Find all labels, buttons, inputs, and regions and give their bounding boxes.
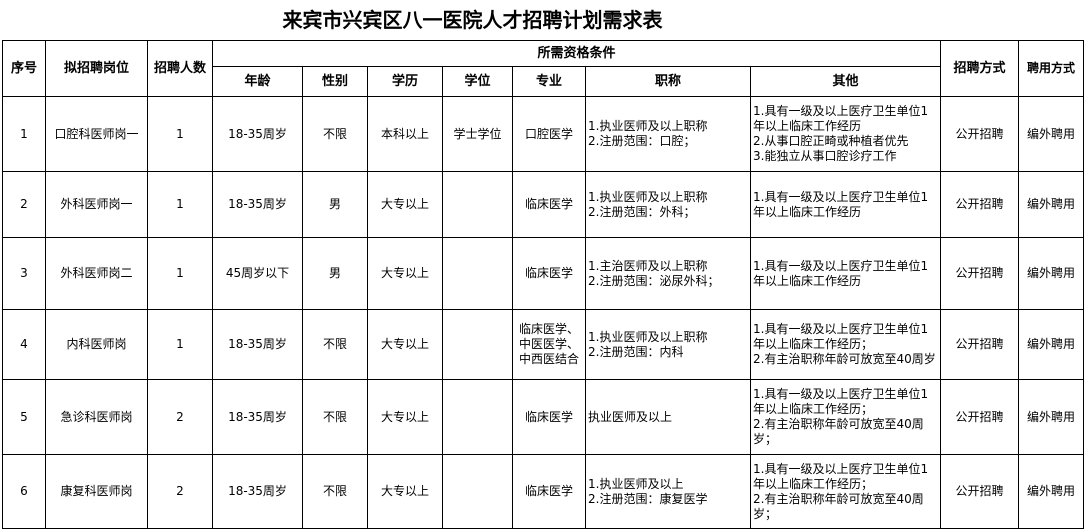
header-other: 其他 (750, 66, 941, 97)
cell-method: 公开招聘 (940, 379, 1019, 455)
cell-age: 18-35周岁 (212, 379, 303, 455)
cell-no: 6 (2, 454, 46, 529)
cell-count: 1 (147, 237, 213, 310)
cell-major: 临床医学 (512, 171, 586, 238)
cell-education: 大专以上 (367, 171, 443, 238)
cell-major: 临床医学 (512, 379, 586, 455)
cell-position: 内科医师岗 (45, 309, 148, 380)
cell-no: 1 (2, 96, 46, 172)
header-method: 招聘方式 (940, 40, 1019, 97)
cell-position: 康复科医师岗 (45, 454, 148, 529)
cell-method: 公开招聘 (940, 309, 1019, 380)
cell-title: 1.执业医师及以上职称 2.注册范围：外科； (585, 171, 751, 238)
cell-degree (442, 454, 513, 529)
table-row: 5 急诊科医师岗 2 18-35周岁 不限 大专以上 临床医学 执业医师及以上 1.具有一级及以… (2, 379, 1084, 455)
cell-no: 2 (2, 171, 46, 238)
header-title: 职称 (585, 66, 751, 97)
cell-no: 4 (2, 309, 46, 380)
cell-other: 1.具有一级及以上医疗卫生单位1年以上临床工作经历 2.从事口腔正畸或种植者优先… (750, 96, 941, 172)
cell-position: 急诊科医师岗 (45, 379, 148, 455)
cell-education: 本科以上 (367, 96, 443, 172)
cell-employment: 编外聘用 (1018, 237, 1084, 310)
header-employment: 聘用方式 (1018, 40, 1084, 97)
cell-gender: 男 (302, 171, 368, 238)
table-row: 6 康复科医师岗 2 18-35周岁 不限 大专以上 临床医学 1.执业医师及以上 2.注册范… (2, 454, 1084, 529)
cell-major: 口腔医学 (512, 96, 586, 172)
cell-count: 2 (147, 454, 213, 529)
cell-age: 18-35周岁 (212, 454, 303, 529)
cell-age: 18-35周岁 (212, 96, 303, 172)
header-major: 专业 (512, 66, 586, 97)
cell-employment: 编外聘用 (1018, 454, 1084, 529)
page-title: 来宾市兴宾区八一医院人才招聘计划需求表 (282, 8, 663, 32)
table-row: 1 口腔科医师岗一 1 18-35周岁 不限 本科以上 学士学位 口腔医学 1.执业医师及以上职… (2, 96, 1084, 172)
cell-other: 1.具有一级及以上医疗卫生单位1年以上临床工作经历 (750, 237, 941, 310)
header-count: 招聘人数 (147, 40, 213, 97)
cell-count: 1 (147, 96, 213, 172)
table-row: 2 外科医师岗一 1 18-35周岁男大专以上 临床医学 1.执业医师及以上职称 2.注册… (2, 171, 1084, 238)
cell-employment: 编外聘用 (1018, 379, 1084, 455)
cell-position: 口腔科医师岗一 (45, 96, 148, 172)
header-qualifications: 所需资格条件 (212, 40, 941, 67)
cell-title: 1.执业医师及以上职称 2.注册范围：内科 (585, 309, 751, 380)
cell-degree (442, 379, 513, 455)
cell-education: 大专以上 (367, 454, 443, 529)
cell-other: 1.具有一级及以上医疗卫生单位1年以上临床工作经历； 2.有主治职称年龄可放宽至… (750, 379, 941, 455)
cell-degree: 学士学位 (442, 96, 513, 172)
cell-major: 临床医学、中医医学、中西医结合 (512, 309, 586, 380)
header-degree: 学位 (442, 66, 513, 97)
cell-no: 3 (2, 237, 46, 310)
cell-method: 公开招聘 (940, 96, 1019, 172)
cell-position: 外科医师岗二 (45, 237, 148, 310)
cell-gender: 不限 (302, 379, 368, 455)
header-age: 年龄 (212, 66, 303, 97)
cell-other: 1.具有一级及以上医疗卫生单位1年以上临床工作经历； 2.有主治职称年龄可放宽至… (750, 454, 941, 529)
cell-major: 临床医学 (512, 237, 586, 310)
cell-other: 1.具有一级及以上医疗卫生单位1年以上临床工作经历； 2.有主治职称年龄可放宽至… (750, 309, 941, 380)
cell-title: 1.主治医师及以上职称 2.注册范围：泌尿外科； (585, 237, 751, 310)
header-gender: 性别 (302, 66, 368, 97)
cell-employment: 编外聘用 (1018, 171, 1084, 238)
header-no: 序号 (2, 40, 46, 97)
cell-count: 1 (147, 309, 213, 380)
cell-no: 5 (2, 379, 46, 455)
cell-method: 公开招聘 (940, 237, 1019, 310)
cell-education: 大专以上 (367, 309, 443, 380)
cell-title: 1.执业医师及以上 2.注册范围：康复医学 (585, 454, 751, 529)
table-row: 3 外科医师岗二 1 45周岁以下男大专以上 临床医学 1.主治医师及以上职称 2.注册范… (2, 237, 1084, 310)
cell-degree (442, 171, 513, 238)
cell-other: 1.具有一级及以上医疗卫生单位1年以上临床工作经历 (750, 171, 941, 238)
cell-education: 大专以上 (367, 379, 443, 455)
cell-major: 临床医学 (512, 454, 586, 529)
recruitment-table: 序号 拟招聘岗位 招聘人数 所需资格条件 招聘方式 聘用方式 年龄 性别 学历 … (2, 40, 1084, 529)
header-position: 拟招聘岗位 (45, 40, 148, 97)
cell-employment: 编外聘用 (1018, 309, 1084, 380)
cell-gender: 男 (302, 237, 368, 310)
cell-degree (442, 309, 513, 380)
cell-age: 45周岁以下 (212, 237, 303, 310)
cell-education: 大专以上 (367, 237, 443, 310)
cell-method: 公开招聘 (940, 171, 1019, 238)
cell-gender: 不限 (302, 309, 368, 380)
cell-gender: 不限 (302, 96, 368, 172)
table-row: 4 内科医师岗 1 18-35周岁 不限 大专以上 临床医学、中医医学、中西医结合 1.执业医… (2, 309, 1084, 380)
cell-age: 18-35周岁 (212, 309, 303, 380)
cell-title: 1.执业医师及以上职称 2.注册范围：口腔； (585, 96, 751, 172)
cell-title: 执业医师及以上 (585, 379, 751, 455)
header-education: 学历 (367, 66, 443, 97)
cell-degree (442, 237, 513, 310)
cell-count: 1 (147, 171, 213, 238)
cell-age: 18-35周岁 (212, 171, 303, 238)
cell-employment: 编外聘用 (1018, 96, 1084, 172)
cell-count: 2 (147, 379, 213, 455)
cell-gender: 不限 (302, 454, 368, 529)
cell-position: 外科医师岗一 (45, 171, 148, 238)
cell-method: 公开招聘 (940, 454, 1019, 529)
